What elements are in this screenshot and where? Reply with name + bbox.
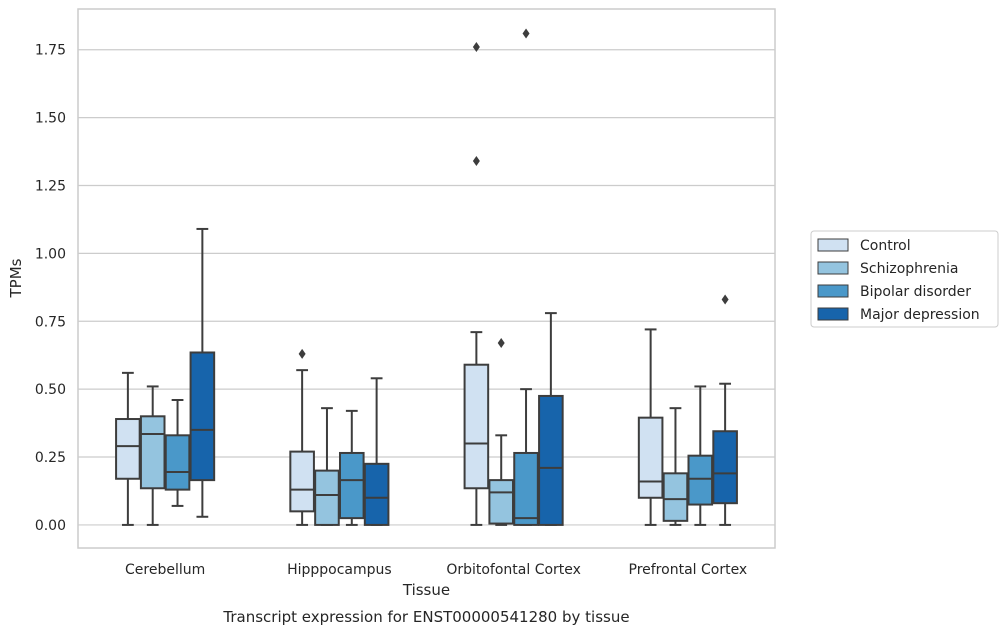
box-body	[463, 363, 490, 490]
box-body	[363, 462, 390, 526]
box-body	[662, 472, 689, 522]
x-tick-label: Cerebellum	[125, 562, 205, 578]
box-outlier	[472, 156, 480, 167]
box-body	[538, 394, 564, 526]
box-outlier	[522, 28, 530, 39]
box-outlier	[472, 42, 480, 53]
plot-frame	[77, 8, 776, 549]
x-tick-label: Hipppocampus	[287, 562, 392, 578]
box-group	[139, 385, 166, 526]
legend-swatch	[817, 284, 849, 298]
box-group	[314, 407, 340, 526]
legend-label: Bipolar disorder	[860, 284, 971, 300]
box-outlier	[298, 348, 306, 359]
y-tick-label: 1.50	[35, 111, 66, 127]
box-group	[637, 328, 664, 526]
box-group	[115, 371, 141, 526]
y-tick-label: 0.00	[35, 518, 66, 534]
y-tick-labels: 0.00 0.25 0.50 0.75 1.00 1.25 1.50 1.75	[35, 43, 66, 534]
box-body	[189, 351, 216, 482]
x-tick-labels: Cerebellum Hipppocampus Orbitofontal Corte…	[125, 562, 747, 578]
legend-swatch	[817, 307, 849, 321]
box-body	[314, 469, 340, 526]
x-tick-label: Prefrontal Cortex	[629, 562, 748, 578]
box-outlier	[721, 294, 729, 305]
box-group	[513, 28, 539, 526]
box-group	[164, 399, 191, 507]
box-group	[488, 337, 515, 526]
box-body	[115, 418, 141, 480]
legend-swatch	[817, 238, 849, 252]
box-body	[488, 479, 515, 525]
legend-swatch	[817, 261, 849, 275]
box-body	[637, 416, 664, 499]
box-group	[662, 407, 689, 526]
y-tick-label: 0.50	[35, 382, 66, 398]
box-group	[189, 227, 216, 518]
box-body	[338, 451, 365, 520]
y-tick-label: 0.25	[35, 450, 66, 466]
box-group	[538, 312, 564, 526]
chart-caption: Transcript expression for ENST0000054128…	[222, 608, 629, 626]
y-tick-label: 1.75	[35, 43, 66, 59]
y-tick-label: 1.00	[35, 246, 66, 262]
legend-frame	[810, 230, 999, 328]
y-tick-label: 0.75	[35, 314, 66, 330]
box-group	[463, 42, 490, 526]
y-axis-title: TPMs	[7, 258, 25, 298]
legend-label: Major depression	[860, 307, 980, 323]
box-group	[363, 377, 390, 526]
box-group	[338, 409, 365, 526]
box-group	[712, 294, 738, 526]
boxes-layer	[115, 28, 738, 526]
y-tick-label: 1.25	[35, 178, 66, 194]
box-body	[687, 454, 714, 506]
box-body	[712, 430, 738, 505]
box-body	[289, 450, 315, 513]
box-body	[164, 434, 191, 491]
box-body	[139, 415, 166, 490]
box-group	[289, 348, 315, 526]
legend-label: Schizophrenia	[860, 261, 958, 277]
box-body	[513, 451, 539, 526]
x-tick-label: Orbitofontal Cortex	[446, 562, 581, 578]
box-outlier	[497, 337, 505, 348]
x-axis-title: Tissue	[402, 581, 450, 599]
legend: Control Schizophrenia Bipolar disorder Majo…	[810, 230, 999, 328]
box-group	[687, 385, 714, 526]
legend-label: Control	[860, 238, 911, 254]
